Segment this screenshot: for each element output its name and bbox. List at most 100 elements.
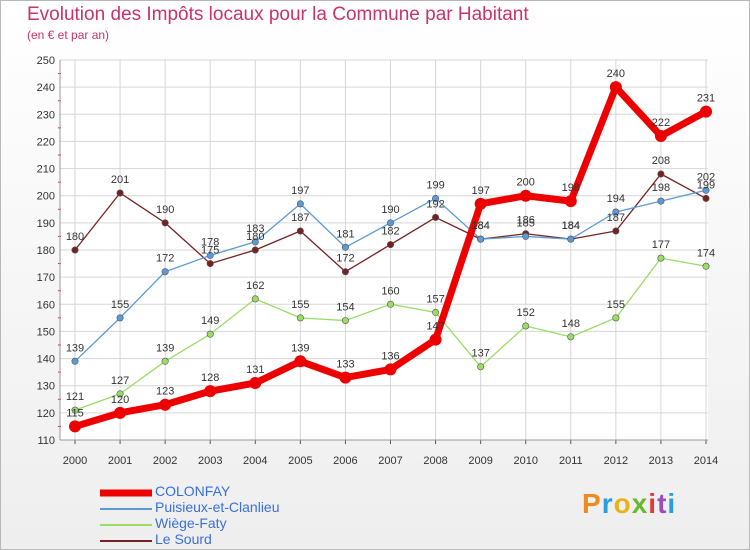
data-point — [296, 227, 304, 235]
data-label: 172 — [156, 253, 174, 265]
data-label: 198 — [652, 182, 670, 194]
data-label: 184 — [562, 220, 580, 232]
data-label: 154 — [336, 302, 354, 314]
data-point — [114, 406, 127, 419]
data-label: 198 — [562, 182, 580, 194]
y-tick-label: 180 — [37, 245, 55, 257]
data-point — [657, 254, 665, 262]
y-tick-label: 190 — [37, 218, 55, 230]
data-label: 197 — [291, 185, 309, 197]
data-point — [519, 189, 532, 202]
legend-swatch — [100, 523, 152, 526]
y-tick-label: 200 — [37, 191, 55, 203]
data-label: 120 — [111, 394, 129, 406]
data-point — [702, 186, 710, 194]
data-point — [522, 232, 530, 240]
x-tick-label: 2001 — [108, 455, 132, 467]
data-point — [116, 189, 124, 197]
legend-label: COLONFAY — [155, 483, 231, 499]
data-label: 180 — [246, 231, 264, 243]
data-label: 199 — [426, 179, 444, 191]
data-point — [251, 246, 259, 254]
data-point — [567, 333, 575, 341]
data-point — [251, 295, 259, 303]
data-label: 187 — [291, 212, 309, 224]
data-point — [386, 219, 394, 227]
data-point — [432, 213, 440, 221]
data-label: 139 — [156, 342, 174, 354]
data-point — [612, 314, 620, 322]
data-label: 155 — [291, 299, 309, 311]
data-label: 157 — [426, 293, 444, 305]
data-label: 240 — [607, 68, 625, 80]
data-label: 148 — [562, 318, 580, 330]
data-label: 182 — [381, 226, 399, 238]
data-point — [567, 235, 575, 243]
data-label: 190 — [381, 204, 399, 216]
data-point — [341, 243, 349, 251]
x-tick-label: 2009 — [468, 455, 492, 467]
data-point — [206, 330, 214, 338]
data-label: 139 — [291, 342, 309, 354]
data-point — [161, 268, 169, 276]
data-point — [251, 238, 259, 246]
x-tick-label: 2010 — [513, 455, 537, 467]
data-label: 155 — [111, 299, 129, 311]
data-label: 201 — [111, 174, 129, 186]
data-label: 200 — [517, 177, 535, 189]
data-point — [116, 314, 124, 322]
y-tick-label: 150 — [37, 326, 55, 338]
data-point — [477, 235, 485, 243]
data-point — [612, 227, 620, 235]
data-label: 178 — [201, 236, 219, 248]
legend-label: Puisieux-et-Clanlieu — [155, 499, 280, 515]
data-label: 184 — [471, 220, 489, 232]
data-label: 177 — [652, 239, 670, 251]
data-label: 131 — [246, 364, 264, 376]
legend-swatch — [100, 489, 152, 496]
data-point — [339, 371, 352, 384]
data-point — [341, 268, 349, 276]
data-label: 199 — [697, 179, 715, 191]
x-tick-label: 2006 — [333, 455, 357, 467]
data-label: 155 — [607, 299, 625, 311]
data-point — [206, 251, 214, 259]
data-label: 137 — [471, 348, 489, 360]
data-point — [702, 262, 710, 270]
data-point — [71, 357, 79, 365]
data-point — [564, 195, 577, 208]
data-label: 185 — [517, 217, 535, 229]
y-tick-label: 170 — [37, 272, 55, 284]
data-point — [249, 377, 262, 389]
x-tick-label: 2013 — [649, 455, 673, 467]
data-label: 147 — [426, 321, 444, 333]
data-point — [161, 357, 169, 365]
data-label: 202 — [697, 171, 715, 183]
y-tick-label: 160 — [37, 299, 55, 311]
data-label: 160 — [381, 285, 399, 297]
legend-swatch — [100, 507, 152, 510]
data-point — [386, 300, 394, 308]
data-label: 152 — [517, 307, 535, 319]
data-label: 192 — [426, 198, 444, 210]
data-label: 180 — [66, 231, 84, 243]
x-tick-label: 2002 — [153, 455, 177, 467]
data-label: 136 — [381, 350, 399, 362]
chart-title: Evolution des Impôts locaux pour la Comm… — [27, 4, 529, 25]
data-label: 222 — [652, 117, 670, 129]
data-point — [296, 314, 304, 322]
data-point — [294, 355, 307, 368]
y-tick-label: 130 — [37, 381, 55, 393]
data-label: 172 — [336, 253, 354, 265]
data-point — [657, 170, 665, 178]
legend-label: Le Sourd — [155, 531, 212, 547]
data-label: 231 — [697, 93, 715, 105]
x-tick-label: 2004 — [243, 455, 267, 467]
data-point — [432, 194, 440, 202]
data-label: 194 — [607, 193, 625, 205]
legend-label: Wiège-Faty — [155, 515, 227, 531]
data-label: 174 — [697, 247, 715, 259]
data-label: 139 — [66, 342, 84, 354]
data-label: 149 — [201, 315, 219, 327]
data-point — [161, 219, 169, 227]
